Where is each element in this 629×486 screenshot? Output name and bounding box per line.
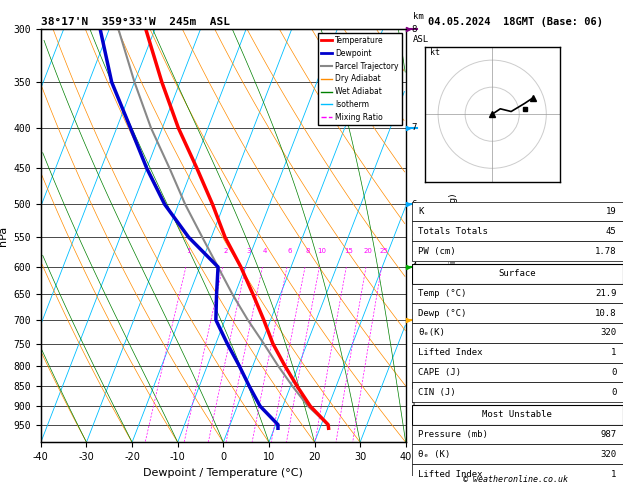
Bar — [412, 444, 623, 464]
Text: Surface: Surface — [499, 269, 536, 278]
Text: Mixing Ratio (g/kg): Mixing Ratio (g/kg) — [448, 193, 458, 278]
Bar — [412, 382, 623, 402]
Text: 4: 4 — [263, 248, 267, 254]
Text: 1.78: 1.78 — [595, 246, 616, 256]
Text: θₑ(K): θₑ(K) — [418, 329, 445, 337]
Text: CIN (J): CIN (J) — [418, 388, 456, 397]
Text: 1: 1 — [411, 401, 416, 411]
Text: 987: 987 — [600, 430, 616, 439]
Text: Temp (°C): Temp (°C) — [418, 289, 467, 298]
Text: 10: 10 — [317, 248, 326, 254]
Text: 1: 1 — [611, 348, 616, 357]
Text: 320: 320 — [600, 329, 616, 337]
Bar — [412, 484, 623, 486]
Text: 38°17'N  359°33'W  245m  ASL: 38°17'N 359°33'W 245m ASL — [41, 17, 230, 27]
Text: Lifted Index: Lifted Index — [418, 469, 483, 479]
Text: LCL: LCL — [411, 382, 427, 391]
Text: 8: 8 — [411, 25, 416, 34]
Bar — [412, 343, 623, 363]
Bar — [412, 222, 623, 241]
Text: PW (cm): PW (cm) — [418, 246, 456, 256]
Text: 5: 5 — [411, 233, 416, 242]
Text: 2: 2 — [223, 248, 228, 254]
Text: CAPE (J): CAPE (J) — [418, 368, 461, 377]
Bar — [412, 264, 623, 283]
Bar — [412, 202, 623, 222]
Text: 2: 2 — [411, 339, 416, 348]
Text: θₑ (K): θₑ (K) — [418, 450, 450, 459]
Text: Dewp (°C): Dewp (°C) — [418, 309, 467, 318]
Bar — [412, 363, 623, 382]
Text: Totals Totals: Totals Totals — [418, 227, 488, 236]
Text: 25: 25 — [379, 248, 388, 254]
Text: 6: 6 — [411, 200, 416, 209]
Bar — [412, 425, 623, 444]
Legend: Temperature, Dewpoint, Parcel Trajectory, Dry Adiabat, Wet Adiabat, Isotherm, Mi: Temperature, Dewpoint, Parcel Trajectory… — [318, 33, 402, 125]
Text: K: K — [418, 207, 424, 216]
Text: 10.8: 10.8 — [595, 309, 616, 318]
Text: Pressure (mb): Pressure (mb) — [418, 430, 488, 439]
Bar — [412, 283, 623, 303]
Text: 45: 45 — [606, 227, 616, 236]
Bar — [412, 303, 623, 323]
Text: © weatheronline.co.uk: © weatheronline.co.uk — [464, 474, 568, 484]
Text: 15: 15 — [344, 248, 353, 254]
Text: 320: 320 — [600, 450, 616, 459]
Text: 1: 1 — [186, 248, 191, 254]
Text: 21.9: 21.9 — [595, 289, 616, 298]
Text: 04.05.2024  18GMT (Base: 06): 04.05.2024 18GMT (Base: 06) — [428, 17, 603, 27]
Text: 6: 6 — [287, 248, 292, 254]
Text: 19: 19 — [606, 207, 616, 216]
X-axis label: Dewpoint / Temperature (°C): Dewpoint / Temperature (°C) — [143, 468, 303, 478]
Text: 0: 0 — [611, 368, 616, 377]
Text: 7: 7 — [411, 123, 416, 132]
Text: ASL: ASL — [413, 35, 429, 44]
Text: km: km — [413, 12, 424, 21]
Text: 3: 3 — [246, 248, 250, 254]
Text: 1: 1 — [611, 469, 616, 479]
Text: 4: 4 — [411, 262, 416, 272]
Text: 3: 3 — [411, 315, 416, 324]
Text: 8: 8 — [305, 248, 309, 254]
Text: Lifted Index: Lifted Index — [418, 348, 483, 357]
Text: Most Unstable: Most Unstable — [482, 410, 552, 419]
Bar — [412, 464, 623, 484]
Y-axis label: hPa: hPa — [0, 226, 8, 246]
Text: kt: kt — [430, 48, 440, 57]
Text: 20: 20 — [364, 248, 372, 254]
Bar — [412, 241, 623, 261]
Bar — [412, 405, 623, 425]
Bar — [412, 323, 623, 343]
Text: 0: 0 — [611, 388, 616, 397]
